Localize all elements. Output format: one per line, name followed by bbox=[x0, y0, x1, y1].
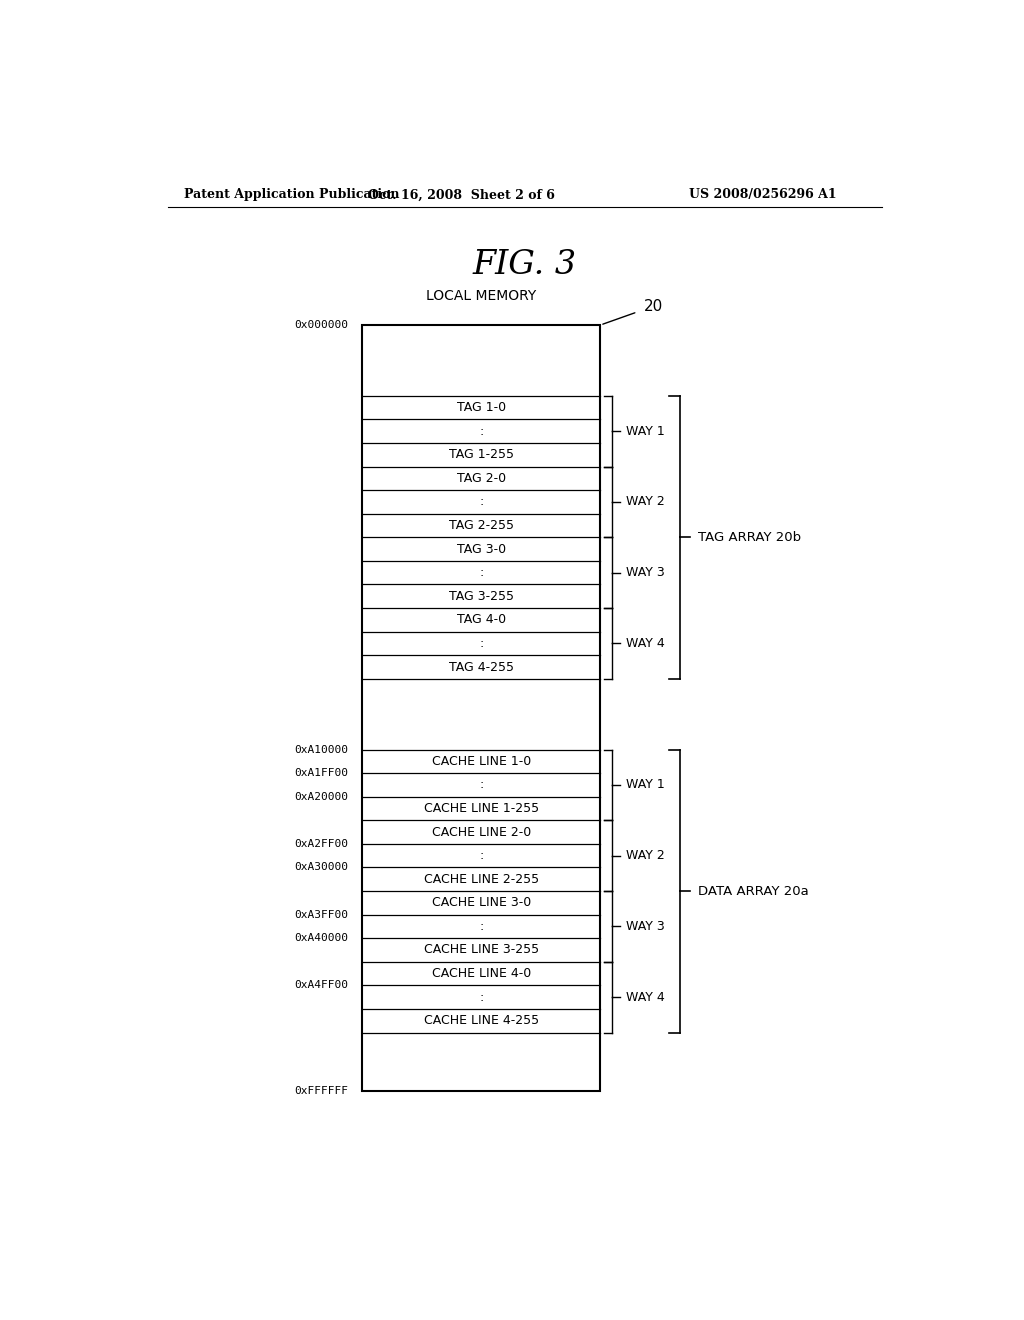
Text: :: : bbox=[479, 425, 483, 438]
Text: CACHE LINE 1-255: CACHE LINE 1-255 bbox=[424, 803, 539, 814]
Text: TAG 3-0: TAG 3-0 bbox=[457, 543, 506, 556]
Text: CACHE LINE 4-255: CACHE LINE 4-255 bbox=[424, 1014, 539, 1027]
Text: CACHE LINE 2-255: CACHE LINE 2-255 bbox=[424, 873, 539, 886]
Text: 20: 20 bbox=[644, 300, 664, 314]
Text: 0xA10000: 0xA10000 bbox=[294, 744, 348, 755]
Text: WAY 2: WAY 2 bbox=[627, 495, 666, 508]
Text: 0xA20000: 0xA20000 bbox=[294, 792, 348, 801]
Text: TAG 3-255: TAG 3-255 bbox=[449, 590, 514, 603]
Text: TAG 4-255: TAG 4-255 bbox=[449, 660, 514, 673]
Text: :: : bbox=[479, 495, 483, 508]
Text: TAG 2-255: TAG 2-255 bbox=[449, 519, 514, 532]
Text: Patent Application Publication: Patent Application Publication bbox=[183, 189, 399, 202]
Text: WAY 3: WAY 3 bbox=[627, 566, 666, 579]
Text: WAY 1: WAY 1 bbox=[627, 425, 666, 438]
Text: TAG 1-0: TAG 1-0 bbox=[457, 401, 506, 414]
Text: :: : bbox=[479, 638, 483, 649]
Text: US 2008/0256296 A1: US 2008/0256296 A1 bbox=[689, 189, 837, 202]
Text: FIG. 3: FIG. 3 bbox=[473, 249, 577, 281]
Text: 0xA40000: 0xA40000 bbox=[294, 933, 348, 944]
Text: WAY 4: WAY 4 bbox=[627, 990, 666, 1003]
Text: CACHE LINE 2-0: CACHE LINE 2-0 bbox=[431, 825, 530, 838]
Text: 0xA30000: 0xA30000 bbox=[294, 862, 348, 873]
Text: 0xA4FF00: 0xA4FF00 bbox=[294, 981, 348, 990]
Text: TAG 4-0: TAG 4-0 bbox=[457, 614, 506, 627]
Text: :: : bbox=[479, 849, 483, 862]
Text: 0xA1FF00: 0xA1FF00 bbox=[294, 768, 348, 777]
Text: 0xA2FF00: 0xA2FF00 bbox=[294, 840, 348, 849]
Text: 0xFFFFFF: 0xFFFFFF bbox=[294, 1086, 348, 1097]
Text: TAG 1-255: TAG 1-255 bbox=[449, 449, 514, 461]
Text: LOCAL MEMORY: LOCAL MEMORY bbox=[426, 289, 537, 302]
Text: TAG 2-0: TAG 2-0 bbox=[457, 471, 506, 484]
Text: CACHE LINE 4-0: CACHE LINE 4-0 bbox=[431, 968, 530, 979]
Text: WAY 4: WAY 4 bbox=[627, 638, 666, 649]
Bar bbox=[362, 325, 600, 1092]
Text: TAG ARRAY 20b: TAG ARRAY 20b bbox=[697, 531, 801, 544]
Text: CACHE LINE 3-255: CACHE LINE 3-255 bbox=[424, 944, 539, 957]
Text: CACHE LINE 1-0: CACHE LINE 1-0 bbox=[431, 755, 530, 768]
Text: DATA ARRAY 20a: DATA ARRAY 20a bbox=[697, 884, 809, 898]
Text: 0xA3FF00: 0xA3FF00 bbox=[294, 909, 348, 920]
Text: :: : bbox=[479, 566, 483, 579]
Text: 0x000000: 0x000000 bbox=[294, 319, 348, 330]
Text: WAY 2: WAY 2 bbox=[627, 849, 666, 862]
Text: Oct. 16, 2008  Sheet 2 of 6: Oct. 16, 2008 Sheet 2 of 6 bbox=[368, 189, 555, 202]
Text: CACHE LINE 3-0: CACHE LINE 3-0 bbox=[431, 896, 530, 909]
Text: WAY 3: WAY 3 bbox=[627, 920, 666, 933]
Text: WAY 1: WAY 1 bbox=[627, 779, 666, 792]
Text: :: : bbox=[479, 920, 483, 933]
Text: :: : bbox=[479, 779, 483, 792]
Text: :: : bbox=[479, 990, 483, 1003]
